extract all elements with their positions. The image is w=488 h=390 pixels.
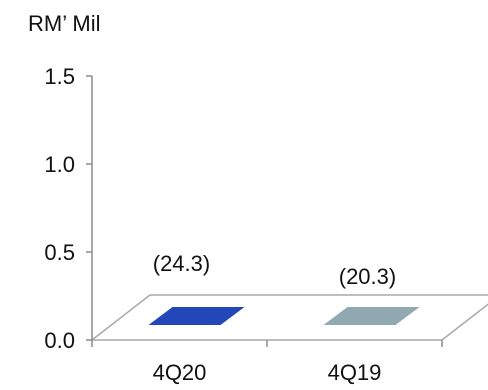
bar-4q19 (323, 307, 420, 325)
data-label: (20.3) (339, 264, 396, 289)
y-tick-label: 1.0 (44, 152, 75, 177)
x-category-label: 4Q20 (153, 360, 207, 385)
y-tick-label: 0.5 (44, 240, 75, 265)
x-category-label: 4Q19 (328, 360, 382, 385)
data-label: (24.3) (153, 251, 210, 276)
y-tick-label: 1.5 (44, 64, 75, 89)
unit-label: RM’ Mil (28, 11, 101, 36)
y-tick-label: 0.0 (44, 328, 75, 353)
bar-4q20 (148, 307, 245, 325)
chart-floor (89, 294, 488, 341)
